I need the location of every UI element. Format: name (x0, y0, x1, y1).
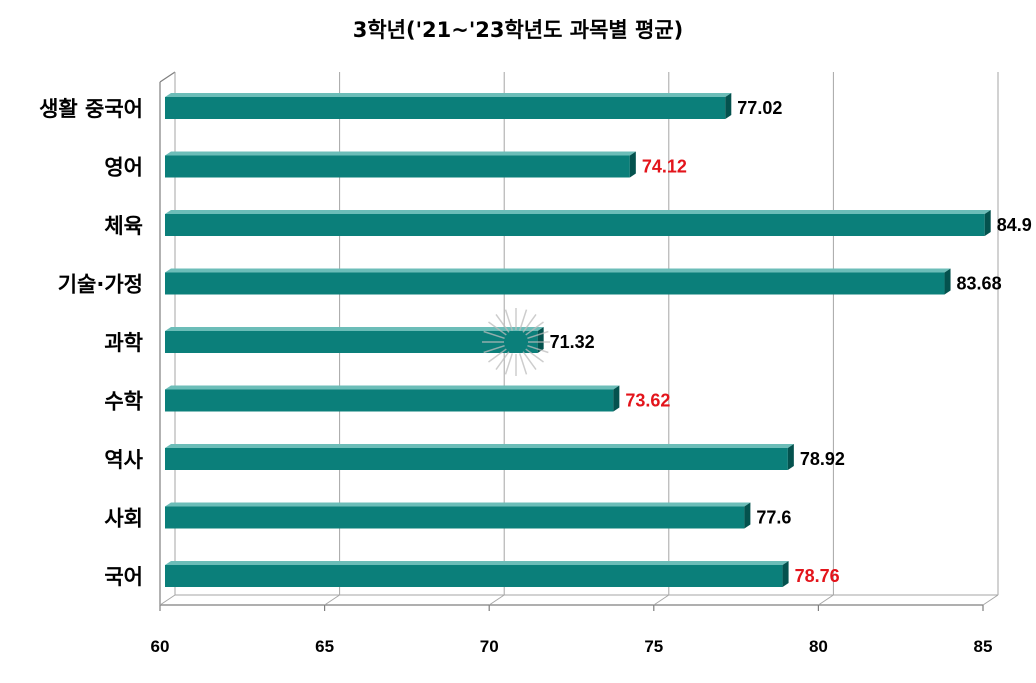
bar-front-face (165, 389, 614, 412)
bar-front-face (165, 214, 985, 236)
watermark-ray (488, 348, 507, 363)
watermark-ray (504, 309, 514, 331)
watermark-ray (483, 330, 505, 340)
bar (165, 327, 544, 353)
bar-top-face (165, 385, 620, 390)
bar-top-face (165, 444, 794, 448)
category-label: 과학 (104, 331, 143, 355)
bar-top-face (165, 561, 789, 565)
bar-side-face (725, 93, 732, 119)
bar (165, 210, 991, 236)
bar-side-face (787, 444, 794, 470)
value-label: 77.6 (756, 508, 791, 528)
plot-walls (159, 71, 998, 606)
watermark-ray (527, 344, 549, 354)
category-label: 국어 (104, 565, 143, 589)
x-tick-label: 70 (480, 637, 499, 656)
floor-gridline (653, 594, 670, 606)
bar-side-face (744, 502, 751, 529)
category-label: 역사 (104, 448, 143, 472)
value-label: 71.32 (550, 332, 595, 352)
bar-front-face (165, 97, 726, 119)
bar-side-face (613, 385, 620, 412)
value-labels: 77.02 74.12 84.9 83.68 71.32 73.62 78.92 77.6 78… (550, 98, 1032, 586)
bar-side-face (782, 561, 789, 587)
bar-top-face (165, 502, 751, 507)
category-label: 수학 (104, 390, 143, 414)
bar-side-face (629, 151, 636, 178)
x-tick-label: 65 (315, 637, 334, 656)
watermark-ray (525, 348, 544, 363)
watermark-burst-icon (482, 308, 550, 376)
chart-title: 3학년('21~'23학년도 과목별 평균) (353, 18, 684, 42)
floor-gridline (818, 594, 834, 606)
value-label: 73.62 (625, 391, 670, 411)
category-label: 생활 중국어 (39, 97, 143, 121)
watermark-ray (495, 351, 510, 370)
x-tick-label: 75 (644, 637, 663, 656)
category-label: 영어 (104, 156, 143, 180)
x-tick-label: 60 (151, 637, 170, 656)
watermark-ray (522, 351, 537, 370)
x-tick-label: 80 (809, 637, 828, 656)
floor-gridline (159, 594, 176, 606)
bars (165, 93, 991, 587)
value-label: 78.92 (800, 449, 845, 469)
watermark-ray (518, 309, 528, 331)
bar (165, 93, 732, 119)
bar-side-face (984, 210, 991, 236)
bar-top-face (165, 268, 951, 273)
bar-front-face (165, 155, 630, 178)
bar-front-face (165, 506, 745, 529)
watermark-ray (527, 330, 549, 340)
category-label: 사회 (104, 507, 143, 531)
bar-front-face (165, 331, 538, 353)
bar-front-face (165, 448, 788, 470)
bar (165, 151, 636, 178)
value-label: 84.9 (997, 215, 1032, 235)
floor-gridline (488, 594, 505, 606)
value-label: 83.68 (957, 274, 1002, 294)
category-label: 체육 (104, 214, 143, 238)
bar (165, 444, 794, 470)
watermark-ray (518, 353, 528, 375)
x-tick-labels: 60 65 70 75 80 85 (151, 637, 993, 656)
watermark-ray (495, 314, 510, 333)
bar (165, 502, 751, 529)
value-label: 74.12 (642, 157, 687, 177)
bar-front-face (165, 565, 783, 587)
bar-top-face (165, 151, 636, 156)
left-wall-top-edge (159, 71, 176, 83)
bar (165, 268, 951, 295)
bar-top-face (165, 210, 991, 214)
x-tick-label: 85 (974, 637, 993, 656)
watermark-ray (488, 321, 507, 336)
bar-side-face (944, 268, 951, 295)
watermark-ray (522, 314, 537, 333)
watermark-ray (504, 353, 514, 375)
floor-gridline (982, 594, 999, 606)
bar-front-face (165, 272, 945, 295)
value-label: 77.02 (737, 98, 782, 118)
bar-top-face (165, 327, 544, 331)
bar-top-face (165, 93, 732, 97)
floor-gridline (324, 594, 340, 606)
category-label: 기술·가정 (58, 273, 143, 297)
watermark-ray (525, 321, 544, 336)
watermark-ray (483, 344, 505, 354)
bar (165, 561, 789, 587)
bar (165, 385, 620, 412)
value-label: 78.76 (795, 566, 840, 586)
